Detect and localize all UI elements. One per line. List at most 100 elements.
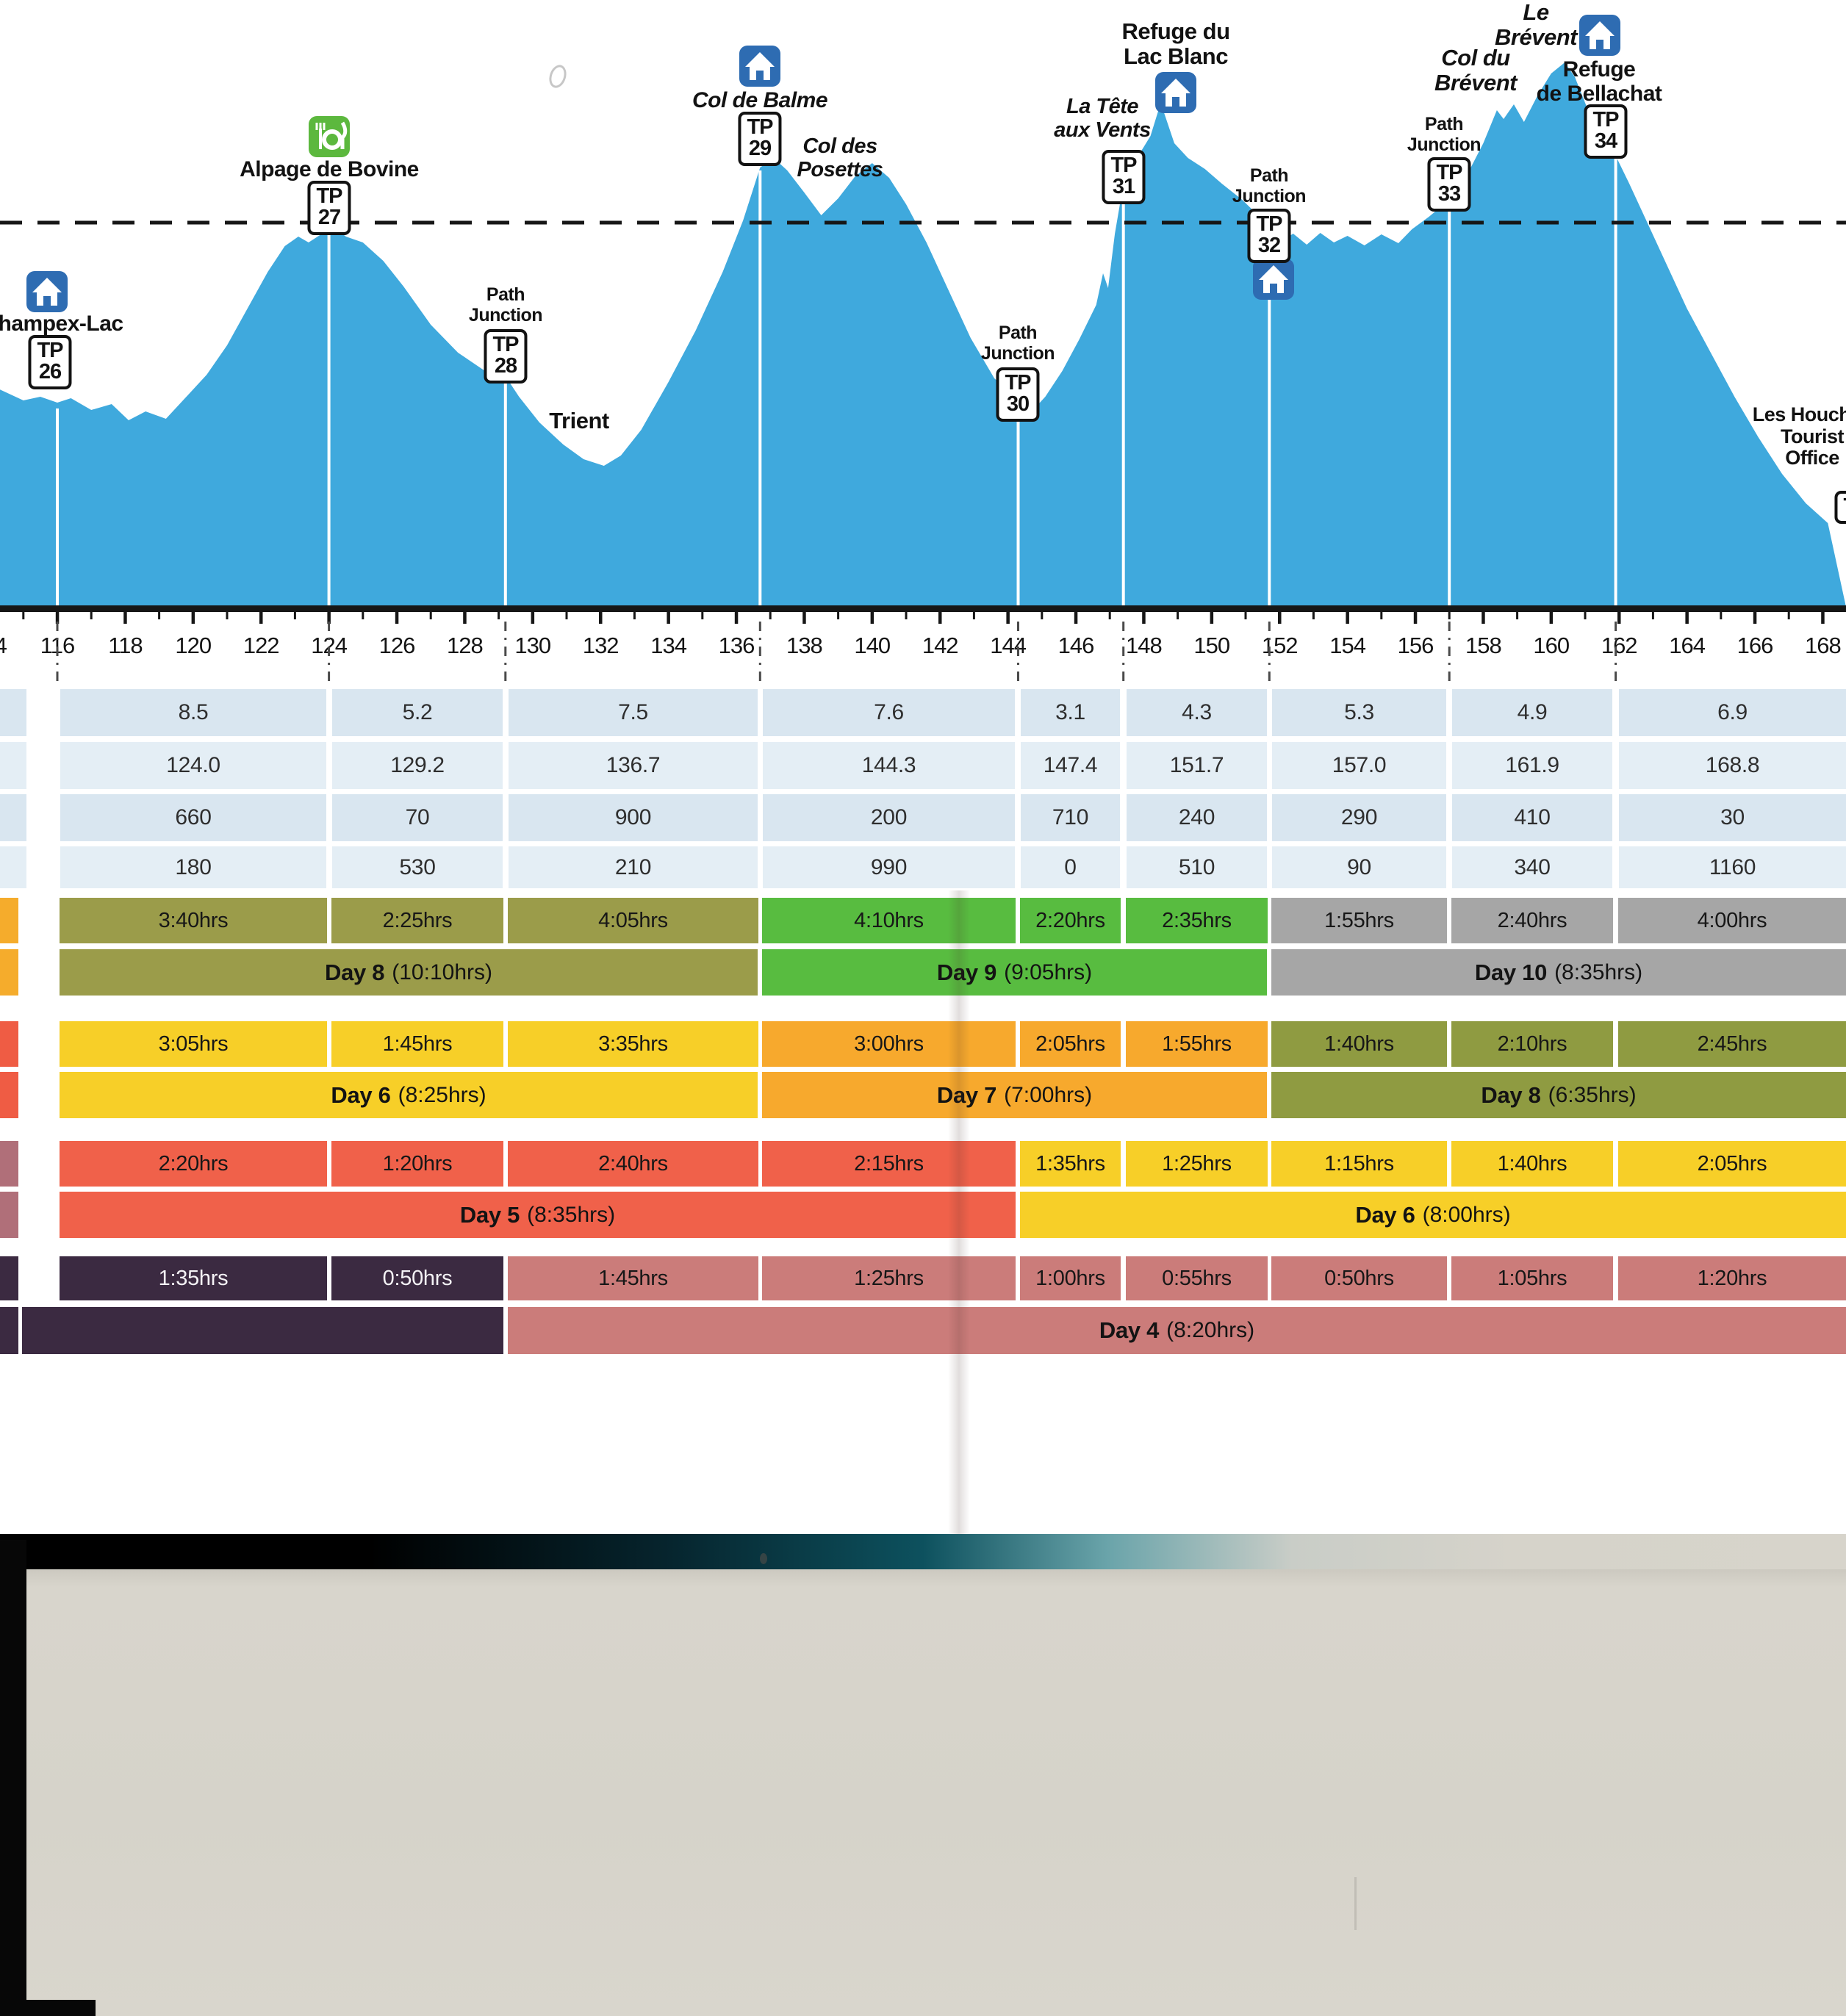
leg-distance-km-cell: 8.5 (60, 689, 326, 736)
cumulative-distance-km-cell: 151.7 (1127, 742, 1267, 789)
itinerary-band-3-time-cell: 2:05hrs (1618, 1141, 1846, 1187)
x-axis-tick-label: 134 (650, 633, 686, 658)
x-axis-tick-label: 138 (786, 633, 822, 658)
refuge-du-lac-blanc-accommodation-house-icon (1155, 72, 1196, 113)
x-axis-tick (972, 612, 975, 619)
x-axis-tick (1142, 612, 1146, 624)
x-axis-tick-label: 122 (243, 633, 279, 658)
itinerary-day-bands: 3:40hrs 2:25hrs 4:05hrs 4:10hrs 2:20hrs 2:35h… (0, 882, 1846, 1389)
itinerary-band-1-left-tab (0, 949, 18, 996)
champex-lac-label: Champex-Lac (0, 312, 123, 336)
itinerary-band-1-time-cell: 2:40hrs (1451, 898, 1613, 943)
itinerary-band-2-time-cell: 1:45hrs (331, 1021, 503, 1067)
path-junction-tp30-tp-badge: TP 30 (996, 367, 1040, 422)
x-axis-tick-label: 148 (1126, 633, 1162, 658)
x-axis-tick-label: 154 (1329, 633, 1365, 658)
itinerary-band-4-left-tab (0, 1256, 18, 1300)
cumulative-distance-km-cell: 144.3 (763, 742, 1015, 789)
x-axis-tick (362, 612, 364, 619)
itinerary-band-3-time-cell: 1:40hrs (1451, 1141, 1613, 1187)
itinerary-band-2-time-cell: 3:00hrs (762, 1021, 1016, 1067)
x-axis-tick (837, 612, 840, 619)
cumulative-distance-km-cell: 147.4 (1021, 742, 1120, 789)
col-de-balme-accommodation-house-icon (739, 46, 780, 87)
trient-label: Trient (549, 408, 609, 433)
itinerary-band-4-day-total (22, 1307, 503, 1354)
itinerary-band-2-time-cell: 1:55hrs (1126, 1021, 1268, 1067)
itinerary-band-2-time-cell: 3:05hrs (60, 1021, 327, 1067)
path-junction-tp33-tp-badge: TP 33 (1427, 157, 1471, 212)
x-axis-tick (158, 612, 161, 619)
page-fold-shadow (948, 890, 970, 1534)
refuge-de-bellachat-tp-badge: TP 34 (1584, 104, 1628, 159)
itinerary-band-3-time-cell: 2:20hrs (60, 1141, 327, 1187)
x-axis-tick-label: 144 (990, 633, 1026, 658)
scanner-edge-strip (0, 1540, 26, 2016)
itinerary-band-2-time-cell: 2:45hrs (1618, 1021, 1846, 1067)
itinerary-band-2-left-tab (0, 1021, 18, 1067)
itinerary-band-3-time-cell: 1:25hrs (1126, 1141, 1268, 1187)
x-axis-tick (1413, 612, 1418, 624)
x-axis-tick-label: 142 (922, 633, 958, 658)
cumulative-distance-km-cell: 168.8 (1619, 742, 1846, 789)
descent-m-cell: 0 (1021, 846, 1120, 888)
path-junction-tp33-label: Path Junction (1407, 114, 1482, 155)
col-du-brevent-label: Col du Brévent (1434, 45, 1517, 96)
x-axis-tick-label: 126 (379, 633, 415, 658)
alpage-de-bovine-restaurant-icon (309, 116, 350, 157)
ascent-m-cell: 710 (1021, 794, 1120, 841)
itinerary-band-3-time-cell: 2:40hrs (508, 1141, 758, 1187)
x-axis-tick-label: 158 (1465, 633, 1501, 658)
champex-lac-accommodation-house-icon (26, 271, 68, 312)
x-axis-tick (191, 612, 195, 624)
itinerary-band-4-time-cell: 1:00hrs (1020, 1256, 1121, 1300)
x-axis-tick (599, 612, 603, 624)
itinerary-band-2-time-cell: 1:40hrs (1271, 1021, 1447, 1067)
cumulative-distance-km-cell: 136.7 (509, 742, 758, 789)
itinerary-band-1-time-cell: 3:40hrs (60, 898, 327, 943)
x-axis-line (0, 605, 1846, 612)
leg-distance-km-cell: 5.3 (1272, 689, 1446, 736)
itinerary-band-4-time-cell: 0:50hrs (331, 1256, 503, 1300)
itinerary-band-2-day-total: Day 8 (6:35hrs) (1271, 1072, 1846, 1118)
itinerary-band-4-time-cell: 0:55hrs (1126, 1256, 1268, 1300)
x-axis-tick (395, 612, 399, 624)
x-axis-tick (870, 612, 874, 624)
x-axis-tick (1380, 612, 1383, 619)
x-axis-tick (1041, 612, 1044, 619)
x-axis-tick-label: 118 (108, 633, 142, 658)
cumulative-distance-km-cell: 157.0 (1272, 742, 1446, 789)
itinerary-band-4-time-cell: 1:05hrs (1451, 1256, 1613, 1300)
descent-m-cell: 210 (509, 846, 758, 888)
x-axis-tick (1549, 612, 1554, 624)
itinerary-band-2-time-cell: 2:10hrs (1451, 1021, 1613, 1067)
ascent-m-cell: 70 (332, 794, 503, 841)
dust-mark (760, 1553, 767, 1564)
cumulative-distance-km-cell: 129.2 (332, 742, 503, 789)
x-axis-tick-label: 168 (1805, 633, 1841, 658)
itinerary-band-1-day-total: Day 9(9:05hrs) (762, 949, 1267, 996)
x-axis-tick-label: 130 (514, 633, 550, 658)
x-axis-tick-label: 150 (1193, 633, 1229, 658)
x-axis-tick (1685, 612, 1689, 624)
itinerary-band-4-left-tab (0, 1307, 18, 1354)
x-axis-tick-label: 132 (583, 633, 619, 658)
ascent-m-cell: 290 (1272, 794, 1446, 841)
x-axis-tick (1312, 612, 1315, 619)
descent-m-cell: 530 (332, 846, 503, 888)
ascent-m-cell: 200 (763, 794, 1015, 841)
x-axis-tick-label: 160 (1533, 633, 1569, 658)
elevation-area (0, 62, 1846, 607)
itinerary-band-1-time-cell: 2:20hrs (1020, 898, 1121, 943)
x-axis-tick (1448, 612, 1451, 619)
leg-distance-km-cell: 4.3 (1127, 689, 1267, 736)
la-tete-aux-vents-label: La Tête aux Vents (1054, 95, 1151, 142)
path-junction-tp28-label: Path Junction (468, 284, 543, 325)
x-axis-tick-label: 128 (447, 633, 483, 658)
cumulative-distance-km-cell: 124.0 (60, 742, 326, 789)
x-axis-tick (226, 612, 229, 619)
leg-distance-km-cell: 7.6 (763, 689, 1015, 736)
leg-distance-km-cell: 4.9 (1452, 689, 1612, 736)
x-axis-tick (123, 612, 127, 624)
